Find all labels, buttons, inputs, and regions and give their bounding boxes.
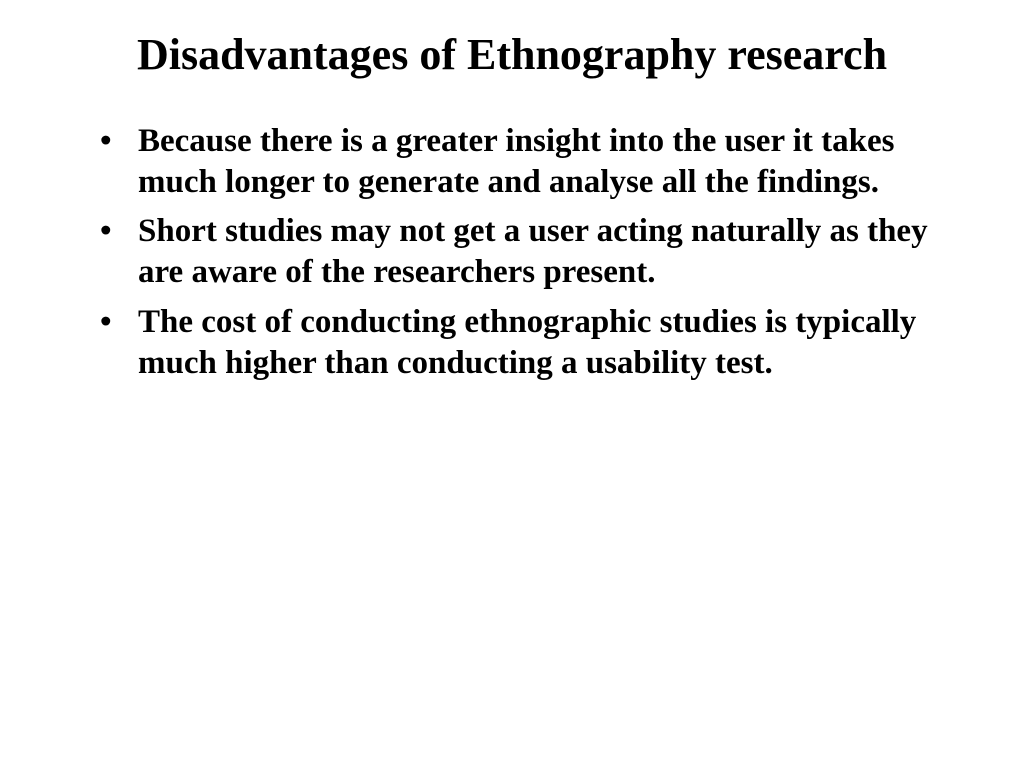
bullet-text: Because there is a greater insight into … bbox=[138, 123, 895, 200]
bullet-item: The cost of conducting ethnographic stud… bbox=[100, 302, 974, 385]
slide-container: Disadvantages of Ethnography research Be… bbox=[0, 0, 1024, 768]
bullet-list: Because there is a greater insight into … bbox=[50, 121, 974, 385]
bullet-text: Short studies may not get a user acting … bbox=[138, 213, 928, 290]
bullet-item: Because there is a greater insight into … bbox=[100, 121, 974, 204]
bullet-text: The cost of conducting ethnographic stud… bbox=[138, 304, 916, 381]
bullet-item: Short studies may not get a user acting … bbox=[100, 211, 974, 294]
slide-title: Disadvantages of Ethnography research bbox=[50, 30, 974, 81]
